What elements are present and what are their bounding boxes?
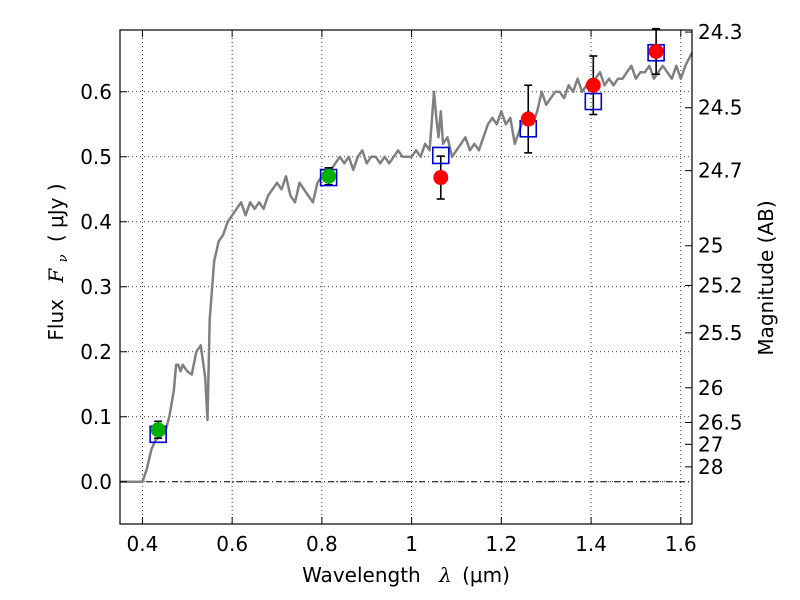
y2-tick-label: 26	[698, 376, 723, 400]
y2-tick-label: 24.7	[698, 159, 743, 183]
y2-tick-label: 24.3	[698, 20, 743, 44]
y2-tick-label: 28	[698, 455, 723, 479]
y-axis-label-text: Flux	[44, 299, 68, 341]
y-tick-label: 0.3	[80, 275, 112, 299]
y-tick-label: 0.0	[80, 470, 112, 494]
y2-tick-label: 24.5	[698, 96, 743, 120]
y-axis-label: Flux F ν ( μJy )	[44, 183, 72, 340]
x-tick-label: 1.6	[665, 532, 697, 556]
y-tick-label: 0.4	[80, 210, 112, 234]
y2-tick-label: 25	[698, 234, 723, 258]
y2-tick-label: 25.2	[698, 273, 743, 297]
y2-tick-label: 25.5	[698, 321, 743, 345]
y-tick-label: 0.6	[80, 80, 112, 104]
x-tick-label: 0.6	[216, 532, 248, 556]
ticks-layer: 0.4 0.6 0.8 1 1.2 1.4 1.6 0.0 0.1 0.2 0.3 0.4 0.5 0.6…	[80, 20, 742, 556]
x-axis-label: Wavelength λ (μm)	[302, 563, 510, 587]
plot-area	[120, 30, 692, 524]
y-axis-label-subscript: ν	[56, 254, 71, 262]
y2-axis-label: Magnitude (AB)	[754, 200, 778, 355]
model-photometry-square	[584, 92, 603, 111]
observed-point	[585, 77, 601, 93]
x-tick-label: 1	[405, 532, 418, 556]
observed-points-layer	[150, 43, 664, 438]
observed-point	[321, 168, 337, 184]
y-axis-label-unit: ( μJy )	[44, 183, 68, 242]
y-tick-label: 0.5	[80, 145, 112, 169]
x-tick-label: 1.2	[485, 532, 517, 556]
x-tick-label: 0.8	[306, 532, 338, 556]
x-tick-label: 0.4	[127, 532, 159, 556]
observed-point	[433, 170, 449, 186]
y2-tick-label: 26.5	[698, 410, 743, 434]
model-photometry-square	[431, 146, 450, 165]
x-axis-label-symbol: λ	[438, 563, 452, 587]
observed-point	[520, 111, 536, 127]
y-tick-label: 0.1	[80, 405, 112, 429]
plot-frame	[119, 29, 693, 525]
y-tick-label: 0.2	[80, 340, 112, 364]
x-axis-label-unit: (μm)	[462, 563, 510, 587]
observed-point	[150, 422, 166, 438]
x-axis-label-text: Wavelength	[302, 563, 421, 587]
observed-point	[648, 43, 664, 59]
y-axis-label-symbol: F	[44, 268, 68, 284]
x-tick-label: 1.4	[575, 532, 607, 556]
y2-tick-label: 27	[698, 432, 723, 456]
